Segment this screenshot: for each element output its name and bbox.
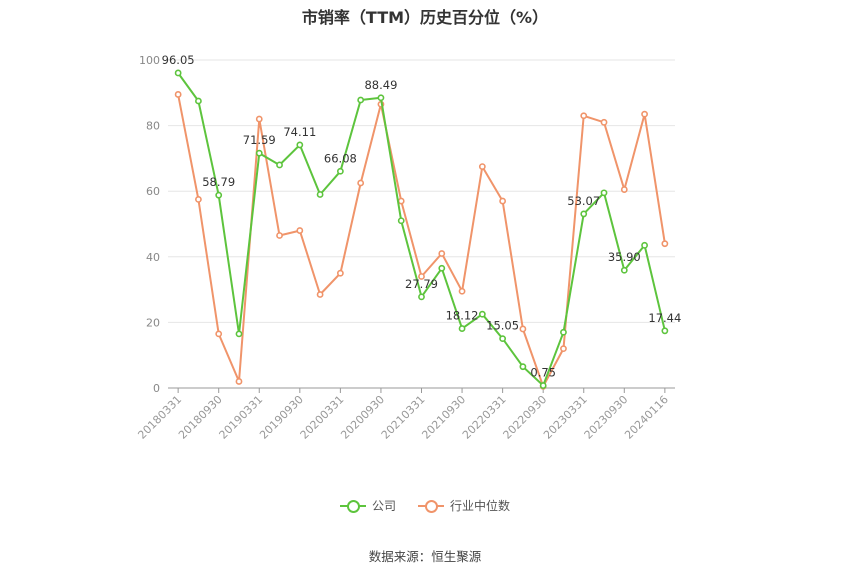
data-point-company <box>397 217 405 225</box>
data-point-company <box>478 310 486 318</box>
data-point-industry-median <box>580 112 588 120</box>
data-label: 88.49 <box>364 78 397 92</box>
data-point-industry-median <box>357 179 365 187</box>
data-label: 58.79 <box>202 175 235 189</box>
series-line-company <box>177 72 666 387</box>
data-labels: 96.05 58.79 71.59 74.11 66.08 88.49 27.79 18.12… <box>162 53 682 380</box>
data-point-industry-median <box>296 227 304 234</box>
data-point-company <box>418 293 425 301</box>
data-point-company <box>600 189 608 197</box>
data-point-industry-median <box>438 250 446 257</box>
y-tick-label: 80 <box>146 120 160 133</box>
data-point-company <box>499 335 507 343</box>
data-point-industry-median <box>478 163 486 170</box>
data-point-industry-median <box>195 195 202 203</box>
y-tick-label: 0 <box>153 382 160 395</box>
data-point-company <box>438 264 446 272</box>
data-label: 71.59 <box>243 133 276 147</box>
axes: 0204060801002018033120180930201903312019… <box>135 54 675 442</box>
data-point-industry-median <box>620 186 628 193</box>
data-label: 96.05 <box>162 53 195 67</box>
chart-title: 市销率（TTM）历史百分位（%） <box>301 8 549 27</box>
data-point-industry-median <box>336 269 344 277</box>
data-point-company <box>377 94 385 102</box>
grid-lines <box>168 59 675 323</box>
legend-item-industry-median[interactable]: 行业中位数 <box>418 497 510 514</box>
data-point-industry-median <box>458 287 466 295</box>
data-point-company <box>458 325 466 332</box>
y-tick-label: 100 <box>139 54 160 67</box>
data-point-company <box>519 363 527 371</box>
data-point-company <box>235 330 243 338</box>
data-point-industry-median <box>641 110 648 118</box>
data-point-industry-median <box>235 378 243 385</box>
data-point-industry-median <box>519 325 527 333</box>
data-label: 74.11 <box>283 125 316 139</box>
legend-swatch-company <box>339 499 366 513</box>
data-label: 0.75 <box>530 366 556 380</box>
data-label: 66.08 <box>324 151 357 165</box>
data-point-company <box>316 191 324 198</box>
data-point-industry-median <box>661 240 669 248</box>
x-tick-label: 20240116 <box>622 393 671 442</box>
y-tick-label: 40 <box>146 251 160 264</box>
data-point-industry-median <box>499 197 507 205</box>
legend-label-industry-median: 行业中位数 <box>450 499 511 513</box>
y-tick-label: 60 <box>146 185 160 198</box>
data-point-industry-median <box>397 197 405 205</box>
data-point-industry-median <box>255 115 263 123</box>
data-point-company <box>641 241 648 249</box>
data-point-company <box>539 382 547 389</box>
data-point-company <box>215 191 223 199</box>
legend-label-company: 公司 <box>371 499 396 513</box>
data-point-company <box>620 266 628 274</box>
data-point-company <box>195 97 202 105</box>
data-label: 18.12 <box>446 309 479 323</box>
data-label: 35.90 <box>608 250 641 264</box>
source-note: 数据来源：恒生聚源 <box>368 549 482 564</box>
data-point-company <box>336 167 344 175</box>
data-point-industry-median <box>215 330 223 338</box>
data-point-company <box>661 327 669 335</box>
data-point-company <box>174 69 182 77</box>
legend: 公司 行业中位数 <box>0 497 850 514</box>
data-point-industry-median <box>276 232 283 239</box>
data-point-company <box>296 141 304 149</box>
data-point-company <box>255 149 263 157</box>
legend-swatch-industry-median <box>418 499 444 513</box>
data-point-industry-median <box>418 273 425 280</box>
data-point-company <box>560 328 567 336</box>
data-label: 27.79 <box>405 277 438 291</box>
data-point-company <box>357 96 365 104</box>
data-point-company <box>580 210 588 218</box>
y-tick-label: 20 <box>146 316 160 329</box>
data-point-industry-median <box>560 345 567 353</box>
data-label: 15.05 <box>486 319 519 333</box>
data-label: 53.07 <box>567 194 600 208</box>
legend-item-company[interactable]: 公司 <box>339 497 396 514</box>
series-lines <box>174 69 669 390</box>
data-point-industry-median <box>316 291 324 298</box>
data-point-industry-median <box>600 118 608 126</box>
data-point-company <box>276 161 283 169</box>
data-point-industry-median <box>174 91 182 98</box>
data-label: 17.44 <box>648 311 681 325</box>
